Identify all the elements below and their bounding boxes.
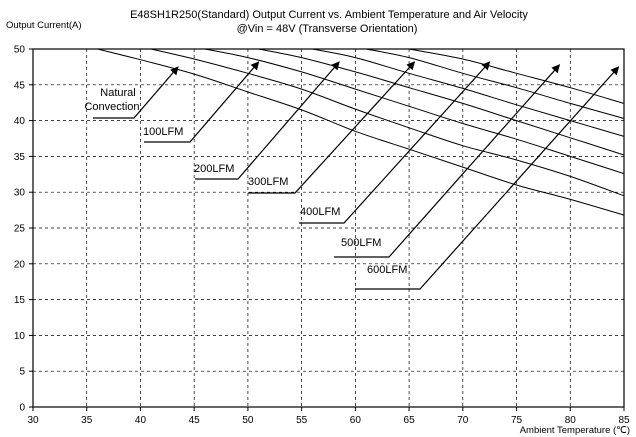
- x-tick-label: 30: [27, 415, 39, 426]
- chart-subtitle: @Vin = 48V (Transverse Orientation): [237, 23, 418, 35]
- series-label-1: 100LFM: [143, 126, 183, 138]
- series-leader-arrow-2: [195, 61, 340, 180]
- x-tick-label: 55: [296, 415, 308, 426]
- y-tick-label: 40: [14, 116, 26, 127]
- y-tick-label: 15: [14, 295, 26, 306]
- x-tick-label: 85: [618, 415, 630, 426]
- series-leader-arrow-5: [334, 64, 561, 258]
- y-tick-label: 50: [14, 45, 26, 56]
- chart-title: E48SH1R250(Standard) Output Current vs. …: [130, 9, 528, 21]
- series-line-1: [33, 48, 625, 197]
- series-label-0: Convection: [84, 101, 139, 113]
- x-tick-label: 80: [565, 415, 577, 426]
- y-tick-label: 30: [14, 188, 26, 199]
- series-label-3: 300LFM: [248, 176, 288, 188]
- series-line-2: [33, 48, 625, 175]
- series-leader-arrow-0: [93, 66, 179, 119]
- y-tick-label: 5: [19, 367, 25, 378]
- y-tick-label: 10: [14, 331, 26, 342]
- series-label-6: 600LFM: [367, 264, 407, 276]
- grid: [33, 49, 624, 407]
- y-axis-label: Output Current(A): [6, 20, 82, 31]
- y-tick-label: 45: [14, 80, 26, 91]
- series-leader-arrow-1: [144, 61, 260, 143]
- y-tick-label: 20: [14, 259, 26, 270]
- series-label-0: Natural: [100, 87, 135, 99]
- x-tick-label: 75: [511, 415, 523, 426]
- x-tick-label: 40: [135, 415, 147, 426]
- y-tick-label: 35: [14, 152, 26, 163]
- series-label-2: 200LFM: [194, 163, 234, 175]
- x-tick-label: 60: [350, 415, 362, 426]
- series-leaders: [93, 61, 620, 290]
- series-line-3: [33, 48, 625, 156]
- x-tick-label: 65: [404, 415, 416, 426]
- axis-ticks: 30 35 40 45 50 55 60 65 70 75 80 85 0 5 10 15 20 25 30 35 40…: [14, 45, 630, 427]
- plot-frame: [32, 48, 625, 408]
- series-leader-arrow-3: [248, 61, 416, 194]
- series-label-5: 500LFM: [341, 237, 381, 249]
- series-leader-arrow-4: [299, 61, 491, 224]
- x-tick-label: 50: [242, 415, 254, 426]
- x-tick-label: 35: [81, 415, 93, 426]
- series-leader-arrow-6: [355, 66, 620, 290]
- series-label-4: 400LFM: [300, 206, 340, 218]
- y-tick-label: 25: [14, 224, 26, 235]
- series-line-6: [33, 48, 625, 104]
- x-tick-label: 45: [189, 415, 201, 426]
- series-line-5: [33, 48, 625, 119]
- y-tick-label: 0: [19, 403, 25, 414]
- x-axis-label: Ambient Temperature (℃): [520, 425, 630, 436]
- series-labels: Natural Convection 100LFM 200LFM 300LFM 400LF…: [84, 87, 407, 276]
- x-tick-label: 70: [457, 415, 469, 426]
